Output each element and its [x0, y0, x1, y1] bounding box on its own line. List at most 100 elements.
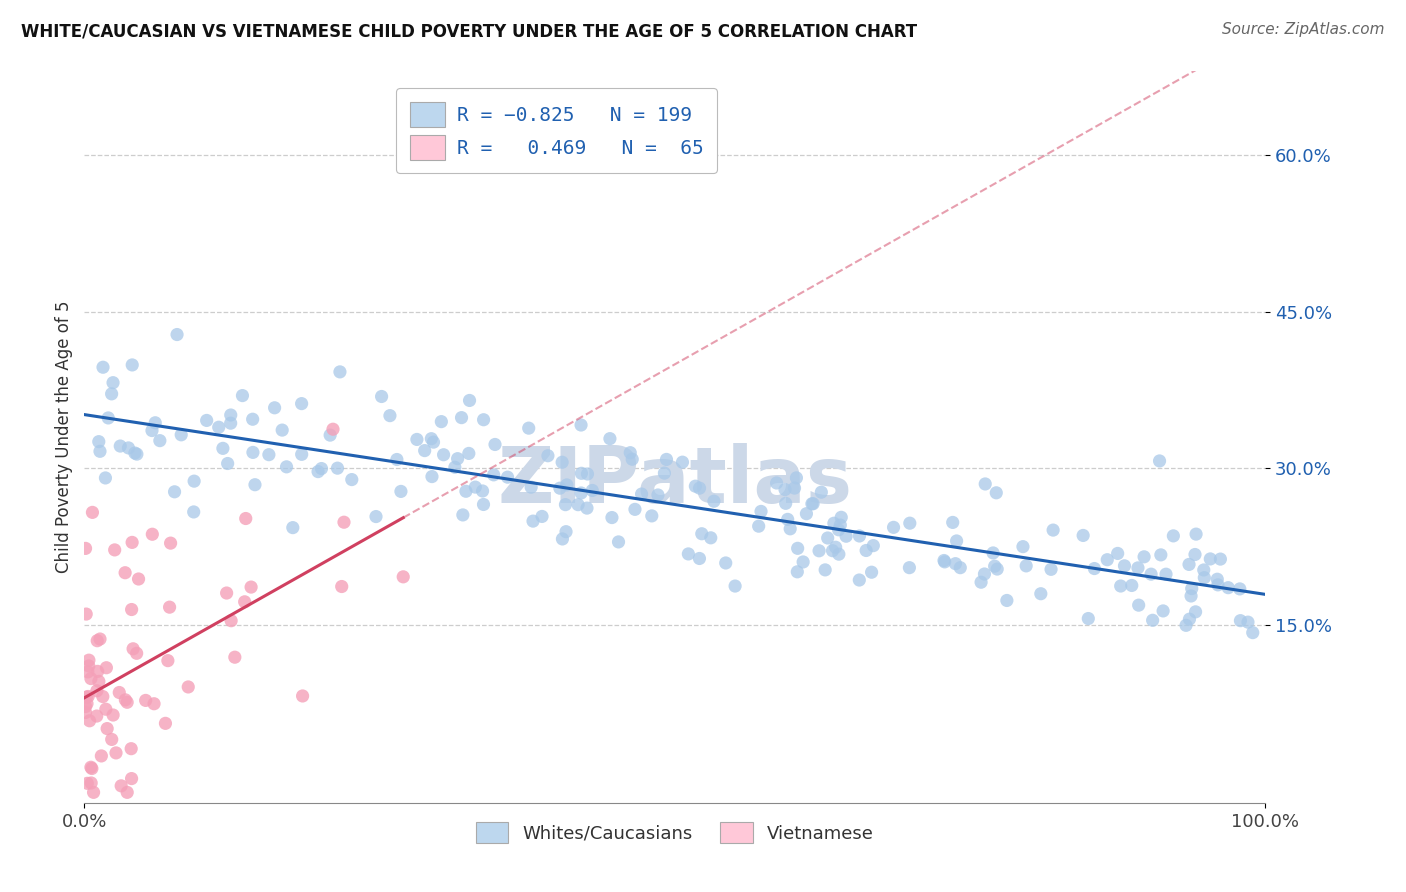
- Point: [830, 510, 852, 524]
- Point: [1181, 582, 1204, 596]
- Point: [1218, 581, 1240, 595]
- Point: [115, 785, 138, 799]
- Point: [94, 471, 117, 485]
- Point: [1154, 567, 1177, 582]
- Point: [80, 762, 103, 776]
- Point: [749, 504, 772, 518]
- Point: [291, 447, 314, 461]
- Point: [364, 509, 387, 524]
- Point: [800, 497, 823, 511]
- Point: [114, 693, 136, 707]
- Point: [100, 732, 122, 747]
- Point: [517, 421, 540, 435]
- Point: [671, 455, 693, 469]
- Point: [385, 452, 408, 467]
- Point: [1121, 578, 1143, 592]
- Point: [1241, 625, 1264, 640]
- Point: [80, 672, 103, 686]
- Point: [1109, 579, 1132, 593]
- Point: [949, 560, 972, 574]
- Point: [472, 413, 495, 427]
- Point: [125, 646, 148, 660]
- Point: [326, 461, 349, 475]
- Point: [1012, 540, 1035, 554]
- Point: [986, 485, 1008, 500]
- Point: [446, 451, 468, 466]
- Point: [212, 442, 235, 456]
- Point: [208, 420, 231, 434]
- Point: [224, 650, 246, 665]
- Point: [141, 527, 163, 541]
- Point: [330, 580, 353, 594]
- Point: [619, 445, 641, 459]
- Point: [986, 562, 1008, 576]
- Point: [983, 559, 1005, 574]
- Point: [97, 411, 120, 425]
- Point: [482, 467, 505, 482]
- Point: [77, 653, 100, 667]
- Point: [775, 496, 797, 510]
- Point: [333, 515, 356, 529]
- Point: [307, 465, 329, 479]
- Point: [678, 547, 700, 561]
- Point: [817, 531, 839, 545]
- Point: [1128, 598, 1150, 612]
- Point: [195, 413, 218, 427]
- Point: [792, 555, 814, 569]
- Point: [567, 498, 589, 512]
- Point: [155, 716, 177, 731]
- Point: [823, 516, 845, 531]
- Point: [422, 435, 444, 450]
- Point: [714, 556, 737, 570]
- Point: [576, 467, 599, 481]
- Point: [1175, 618, 1198, 632]
- Point: [263, 401, 285, 415]
- Point: [420, 469, 443, 483]
- Point: [981, 546, 1004, 560]
- Point: [898, 560, 921, 574]
- Point: [569, 486, 592, 500]
- Point: [531, 509, 554, 524]
- Point: [773, 483, 796, 497]
- Point: [1178, 612, 1201, 626]
- Point: [420, 432, 443, 446]
- Point: [159, 536, 181, 550]
- Point: [121, 358, 143, 372]
- Point: [1178, 558, 1201, 572]
- Point: [796, 507, 818, 521]
- Point: [1107, 546, 1129, 560]
- Point: [555, 524, 578, 539]
- Point: [1152, 604, 1174, 618]
- Point: [444, 460, 467, 475]
- Point: [135, 693, 157, 707]
- Point: [1140, 567, 1163, 582]
- Point: [1163, 529, 1185, 543]
- Point: [219, 408, 242, 422]
- Point: [86, 683, 108, 698]
- Point: [1199, 552, 1222, 566]
- Point: [91, 690, 114, 704]
- Point: [143, 416, 166, 430]
- Point: [690, 526, 713, 541]
- Point: [76, 697, 98, 711]
- Point: [1184, 548, 1206, 562]
- Point: [143, 697, 166, 711]
- Point: [1083, 561, 1105, 575]
- Point: [1206, 578, 1229, 592]
- Point: [235, 511, 257, 525]
- Point: [814, 563, 837, 577]
- Point: [581, 483, 603, 498]
- Point: [1077, 611, 1099, 625]
- Point: [599, 432, 621, 446]
- Point: [808, 543, 831, 558]
- Point: [973, 567, 995, 582]
- Point: [454, 484, 477, 499]
- Point: [765, 475, 787, 490]
- Point: [177, 680, 200, 694]
- Point: [1194, 571, 1216, 585]
- Point: [464, 480, 486, 494]
- Point: [855, 543, 877, 558]
- Point: [319, 428, 342, 442]
- Point: [392, 570, 415, 584]
- Point: [554, 498, 576, 512]
